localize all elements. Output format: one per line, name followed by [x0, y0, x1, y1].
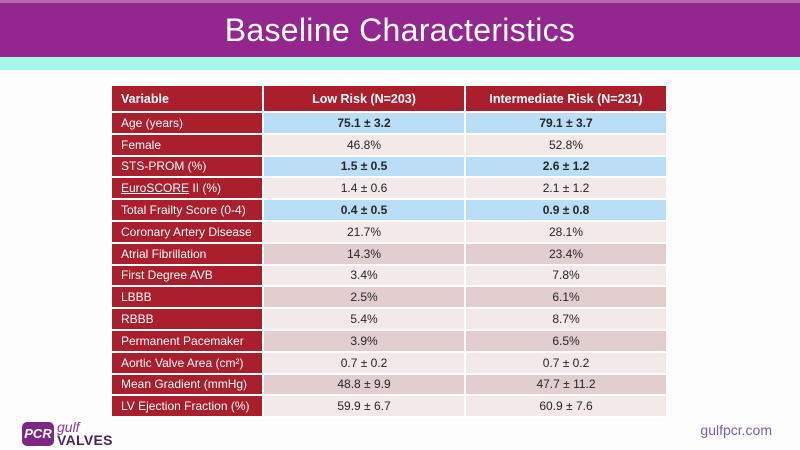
row-label-cell: First Degree AVB	[110, 263, 264, 288]
pcr-gulf-valves-logo: PCR gulf VALVES	[22, 419, 113, 448]
intermediate-risk-value-cell: 2.1 ± 1.2	[464, 176, 668, 201]
row-label-cell: Total Frailty Score (0-4)	[110, 198, 264, 222]
intermediate-risk-value-cell: 2.6 ± 1.2	[464, 154, 668, 179]
low-risk-value-cell: 75.1 ± 3.2	[262, 111, 466, 135]
intermediate-risk-value-cell: 6.1%	[464, 285, 668, 310]
low-risk-value-cell: 59.9 ± 6.7	[262, 394, 466, 419]
row-label-cell: Coronary Artery Disease	[110, 219, 264, 244]
row-label-cell: STS-PROM (%)	[110, 154, 264, 179]
column-header-variable: Variable	[110, 84, 264, 113]
row-label-cell: Atrial Fibrillation	[110, 241, 264, 266]
baseline-characteristics-table: Variable Low Risk (N=203) Intermediate R…	[110, 84, 668, 419]
row-label-cell: Permanent Pacemaker	[110, 328, 264, 353]
row-label-text: EuroSCORE	[121, 181, 190, 196]
intermediate-risk-value-cell: 0.9 ± 0.8	[464, 198, 668, 222]
accent-strip	[0, 57, 800, 70]
low-risk-value-cell: 1.4 ± 0.6	[262, 176, 466, 201]
low-risk-value-cell: 48.8 ± 9.9	[262, 372, 466, 397]
footer-link: gulfpcr.com	[700, 422, 772, 438]
table-body: Age (years) 75.1 ± 3.2 79.1 ± 3.7 Female 46.…	[110, 111, 668, 419]
intermediate-risk-value-cell: 23.4%	[464, 241, 668, 266]
low-risk-value-cell: 5.4%	[262, 307, 466, 331]
content-area: Variable Low Risk (N=203) Intermediate R…	[0, 70, 800, 450]
table-row: EuroSCORE II (%) 1.4 ± 0.6 2.1 ± 1.2	[110, 176, 668, 201]
intermediate-risk-value-cell: 8.7%	[464, 307, 668, 331]
table-row: LV Ejection Fraction (%) 59.9 ± 6.7 60.9 ±…	[110, 394, 668, 419]
table-row: LBBB 2.5% 6.1%	[110, 285, 668, 310]
low-risk-value-cell: 0.7 ± 0.2	[262, 350, 466, 375]
low-risk-value-cell: 0.4 ± 0.5	[262, 198, 466, 222]
row-label-cell: RBBB	[110, 307, 264, 331]
table-row: STS-PROM (%) 1.5 ± 0.5 2.6 ± 1.2	[110, 154, 668, 179]
row-label-cell: Aortic Valve Area (cm²)	[110, 350, 264, 375]
intermediate-risk-value-cell: 6.5%	[464, 328, 668, 353]
table-row: Total Frailty Score (0-4) 0.4 ± 0.5 0.9 ± …	[110, 198, 668, 222]
table-row: Age (years) 75.1 ± 3.2 79.1 ± 3.7	[110, 111, 668, 135]
intermediate-risk-value-cell: 60.9 ± 7.6	[464, 394, 668, 419]
row-label-cell: Mean Gradient (mmHg)	[110, 372, 264, 397]
intermediate-risk-value-cell: 0.7 ± 0.2	[464, 350, 668, 375]
low-risk-value-cell: 21.7%	[262, 219, 466, 244]
intermediate-risk-value-cell: 28.1%	[464, 219, 668, 244]
low-risk-value-cell: 2.5%	[262, 285, 466, 310]
table-row: Coronary Artery Disease 21.7% 28.1%	[110, 219, 668, 244]
intermediate-risk-value-cell: 52.8%	[464, 132, 668, 157]
low-risk-value-cell: 14.3%	[262, 241, 466, 266]
intermediate-risk-value-cell: 47.7 ± 11.2	[464, 372, 668, 397]
low-risk-value-cell: 3.9%	[262, 328, 466, 353]
low-risk-value-cell: 1.5 ± 0.5	[262, 154, 466, 179]
pcr-logo-mark: PCR	[22, 421, 54, 446]
row-label-cell: LV Ejection Fraction (%)	[110, 394, 264, 419]
row-label-cell: Female	[110, 132, 264, 157]
slide-title: Baseline Characteristics	[224, 11, 576, 48]
row-label-text: II (%)	[189, 181, 222, 196]
table-row: Female 46.8% 52.8%	[110, 132, 668, 157]
title-bar: Baseline Characteristics	[0, 0, 800, 57]
table-row: First Degree AVB 3.4% 7.8%	[110, 263, 668, 288]
table-row: Atrial Fibrillation 14.3% 23.4%	[110, 241, 668, 266]
logo-valves-text: VALVES	[57, 431, 113, 448]
row-label-cell: EuroSCORE II (%)	[110, 176, 264, 201]
table-row: RBBB 5.4% 8.7%	[110, 307, 668, 331]
low-risk-value-cell: 3.4%	[262, 263, 466, 288]
column-header-low-risk: Low Risk (N=203)	[262, 84, 466, 113]
table-row: Mean Gradient (mmHg) 48.8 ± 9.9 47.7 ± 11.…	[110, 372, 668, 397]
logo-wordmark: gulf VALVES	[57, 419, 113, 448]
intermediate-risk-value-cell: 7.8%	[464, 263, 668, 288]
column-header-intermediate-risk: Intermediate Risk (N=231)	[464, 84, 668, 113]
header-row: Variable Low Risk (N=203) Intermediate R…	[110, 84, 668, 113]
row-label-cell: Age (years)	[110, 111, 264, 135]
low-risk-value-cell: 46.8%	[262, 132, 466, 157]
table-row: Permanent Pacemaker 3.9% 6.5%	[110, 328, 668, 353]
logo-gulf-text: gulf	[57, 419, 80, 435]
intermediate-risk-value-cell: 79.1 ± 3.7	[464, 111, 668, 135]
row-label-cell: LBBB	[110, 285, 264, 310]
table-row: Aortic Valve Area (cm²) 0.7 ± 0.2 0.7 ± 0.…	[110, 350, 668, 375]
